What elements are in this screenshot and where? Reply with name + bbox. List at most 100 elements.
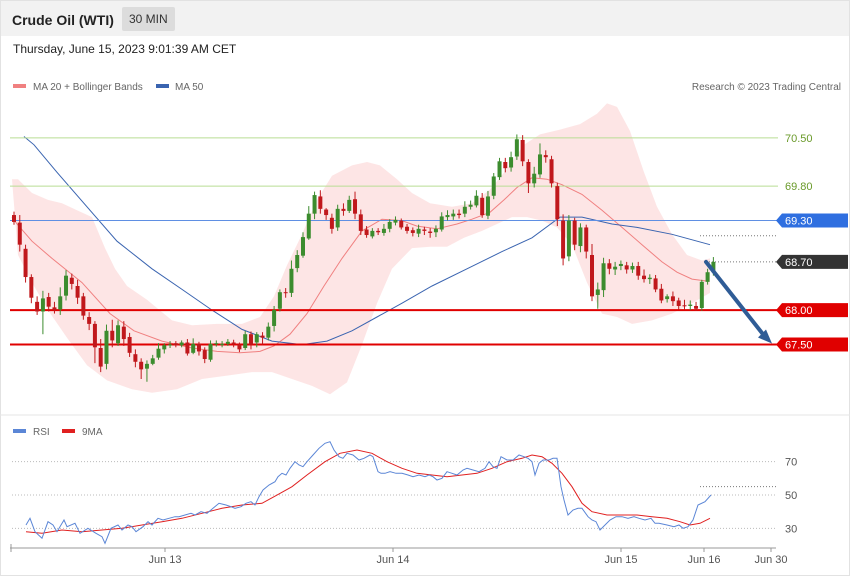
candle-body bbox=[231, 342, 236, 344]
candle-body bbox=[676, 300, 681, 306]
candle bbox=[613, 261, 618, 275]
indicator-lines bbox=[11, 136, 711, 354]
candle bbox=[64, 270, 69, 301]
candle bbox=[601, 257, 606, 298]
candle-body bbox=[40, 298, 45, 312]
candle-body bbox=[688, 304, 693, 306]
candle-body bbox=[58, 296, 63, 310]
level-tag-69-30 bbox=[776, 213, 848, 228]
candle-body bbox=[428, 231, 433, 233]
candle bbox=[433, 225, 438, 238]
candle-body bbox=[405, 226, 410, 231]
candle-body bbox=[445, 215, 450, 218]
rsi-tick-70: 70 bbox=[785, 457, 797, 469]
candle-body bbox=[457, 213, 462, 216]
candle-body bbox=[601, 263, 606, 291]
candle bbox=[364, 226, 369, 238]
candle bbox=[260, 332, 265, 345]
credit-label: Research © 2023 Trading Central bbox=[692, 82, 841, 93]
candle bbox=[35, 296, 40, 315]
candle bbox=[243, 330, 248, 351]
candle-body bbox=[607, 263, 612, 269]
candle-body bbox=[590, 255, 594, 297]
level-label-70-50: 70.50 bbox=[785, 133, 813, 145]
candle-body bbox=[572, 220, 577, 245]
candle-body bbox=[295, 255, 300, 269]
candle-body bbox=[335, 208, 340, 228]
candle bbox=[590, 243, 594, 302]
candle-body bbox=[104, 330, 109, 364]
candle-body bbox=[642, 275, 647, 280]
rsi-ma-line bbox=[25, 449, 711, 534]
candle-body bbox=[462, 206, 467, 214]
candle-body bbox=[364, 229, 369, 236]
candle-body bbox=[46, 297, 51, 307]
candle bbox=[329, 213, 334, 234]
candle-body bbox=[243, 334, 248, 348]
candle-body bbox=[532, 173, 537, 184]
candle-body bbox=[376, 230, 381, 233]
candle bbox=[485, 190, 490, 220]
candle bbox=[104, 324, 109, 370]
candle bbox=[659, 283, 664, 304]
candle bbox=[509, 151, 514, 172]
candle-body bbox=[283, 292, 288, 294]
candle bbox=[162, 343, 167, 354]
candle bbox=[191, 338, 196, 355]
candle-body bbox=[248, 334, 253, 345]
candle bbox=[121, 321, 126, 346]
candle-body bbox=[75, 286, 80, 298]
rsi-ma-legend-swatch bbox=[62, 429, 75, 433]
time-tick-label: Jun 13 bbox=[148, 554, 181, 566]
candle bbox=[376, 228, 381, 236]
candle bbox=[676, 297, 681, 310]
ma50-legend-label: MA 50 bbox=[175, 82, 204, 93]
candle-body bbox=[214, 343, 219, 345]
candle-body bbox=[387, 221, 392, 229]
candle bbox=[630, 262, 635, 273]
candle-body bbox=[306, 213, 311, 239]
candle bbox=[428, 228, 433, 238]
candle bbox=[665, 294, 670, 303]
candle-body bbox=[260, 335, 265, 338]
candle-body bbox=[17, 222, 22, 245]
candle-body bbox=[12, 215, 16, 222]
ma20-legend-label: MA 20 + Bollinger Bands bbox=[33, 82, 143, 93]
candle bbox=[168, 341, 173, 348]
timeframe-button[interactable]: 30 MIN bbox=[122, 7, 175, 31]
rsi-tick-50: 50 bbox=[785, 490, 797, 502]
candle-body bbox=[393, 219, 398, 223]
candle bbox=[688, 300, 693, 311]
candle bbox=[572, 217, 577, 251]
candle-body bbox=[92, 323, 97, 348]
candle bbox=[347, 195, 352, 213]
candle-body bbox=[324, 209, 329, 216]
time-tick-label: Jun 30 bbox=[754, 554, 787, 566]
bollinger-band bbox=[12, 103, 710, 395]
candle-body bbox=[694, 305, 699, 309]
candle bbox=[462, 201, 467, 218]
candle bbox=[46, 292, 51, 312]
candle bbox=[69, 273, 74, 290]
candle-body bbox=[64, 275, 69, 296]
candle-body bbox=[52, 307, 57, 311]
candle bbox=[214, 340, 219, 347]
candle-body bbox=[451, 213, 456, 217]
candle-body bbox=[711, 261, 716, 273]
candle-body bbox=[410, 230, 415, 233]
candle-body bbox=[705, 272, 710, 282]
candle bbox=[474, 190, 479, 208]
candle-body bbox=[121, 326, 126, 340]
candle bbox=[248, 331, 253, 350]
candle bbox=[584, 224, 589, 259]
candle bbox=[399, 218, 404, 230]
candle bbox=[40, 290, 45, 335]
candle bbox=[410, 227, 415, 237]
candle-body bbox=[699, 281, 704, 309]
candle bbox=[289, 260, 294, 298]
candle bbox=[381, 224, 386, 236]
candle-body bbox=[497, 161, 502, 178]
candle bbox=[694, 301, 699, 311]
ma20-line bbox=[11, 177, 709, 354]
time-axis: Jun 13 Jun 14 Jun 15 Jun 16 Jun 30 bbox=[10, 544, 788, 566]
